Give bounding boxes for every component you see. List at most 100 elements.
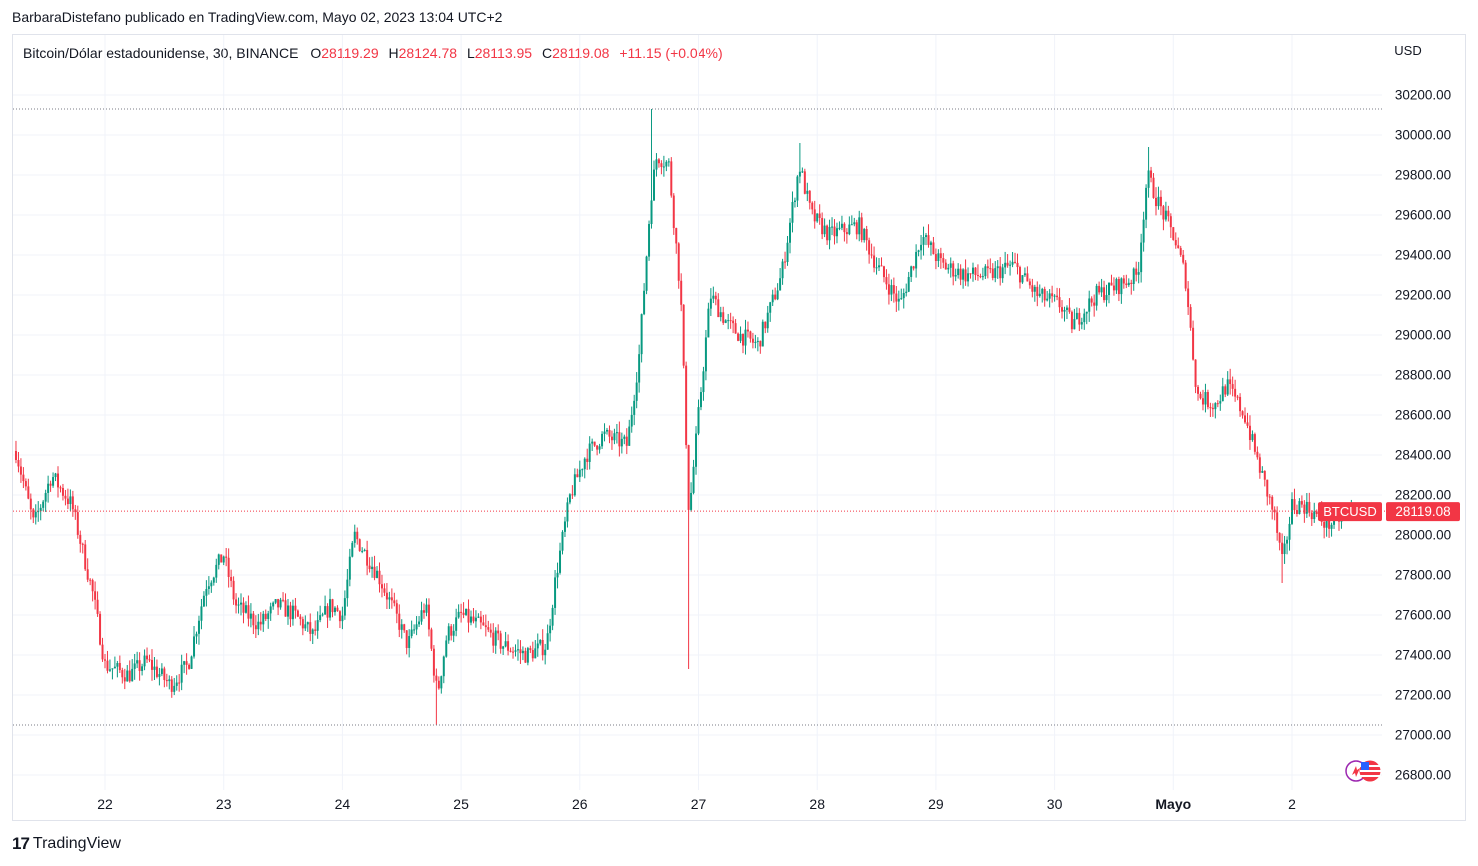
candle [1197,384,1200,401]
candle [1187,281,1190,315]
candle [942,253,945,269]
candle [235,593,238,614]
candle [771,289,774,307]
candle [650,109,653,229]
candle [400,619,403,639]
candle [996,260,999,279]
candle [902,288,905,309]
candle [1211,403,1214,417]
y-tick-label: 29800.00 [1395,168,1451,183]
symbol-description[interactable]: Bitcoin/Dólar estadounidense, 30, BINANC… [23,45,299,61]
candle [704,329,707,381]
candle [180,654,183,691]
candle [378,562,381,593]
candle [1021,275,1024,284]
candle [766,305,769,333]
candle [722,306,725,325]
tradingview-logo[interactable]: 17 TradingView [12,834,121,854]
candle [697,399,700,436]
candle [598,443,601,454]
candle [1038,284,1041,298]
us-flag-icon[interactable] [1345,758,1383,784]
candle [497,624,500,641]
candle [796,175,799,207]
candle [321,612,324,617]
candle [472,607,475,624]
price-levels: BTCUSD 28119.08 [13,108,1460,726]
candle [890,279,893,302]
candle [1224,384,1227,398]
candle [524,647,527,663]
candle [677,242,680,289]
candle [457,604,460,619]
candle [920,234,923,260]
candle [123,668,126,690]
candle [959,264,962,286]
candle [549,618,552,642]
candle [17,451,20,473]
candle [672,193,675,235]
candle [1073,308,1076,330]
candle [801,167,804,173]
candle [217,553,220,570]
candle [376,566,379,579]
candle [286,598,289,625]
candle [346,569,349,607]
candle [262,610,265,632]
candle [240,593,243,616]
candle [163,666,166,688]
candle [937,249,940,268]
candle [1031,278,1034,298]
candle [1085,311,1088,325]
candle [769,301,772,322]
candle [897,290,900,311]
candle [776,283,779,301]
candle [425,598,428,617]
candle [190,655,193,669]
candle [638,344,641,393]
candle [116,660,119,678]
candle [1095,283,1098,311]
candle [739,326,742,344]
close-value: 28119.08 [552,45,610,61]
candle [1018,265,1021,289]
candle [230,569,233,588]
candle [487,620,490,633]
candle [333,606,336,616]
candle [534,640,537,659]
candle [591,438,594,451]
candle [905,283,908,297]
candle [49,480,52,492]
candle [571,485,574,499]
candle [442,655,445,684]
candle [1278,532,1281,551]
candle [821,212,824,240]
candle [1258,453,1261,479]
candle [14,440,17,464]
candle [967,267,970,287]
y-tick-label: 29200.00 [1395,288,1451,303]
candle [662,155,665,177]
candle [808,190,811,210]
y-tick-label: 30000.00 [1395,128,1451,143]
candle [1305,492,1308,518]
candle [1028,278,1031,289]
candle [667,158,670,167]
candle [306,621,309,632]
candle [509,647,512,653]
candle [610,430,613,450]
candle [1308,492,1311,517]
candle [544,643,547,665]
candle [212,576,215,586]
candle [1061,300,1064,319]
candle [964,259,967,286]
candle [974,267,977,281]
candle [734,319,737,334]
candle [385,583,388,610]
candle [247,595,250,627]
candle [133,653,136,680]
candle [860,212,863,243]
candle [516,639,519,661]
candle [146,647,149,663]
